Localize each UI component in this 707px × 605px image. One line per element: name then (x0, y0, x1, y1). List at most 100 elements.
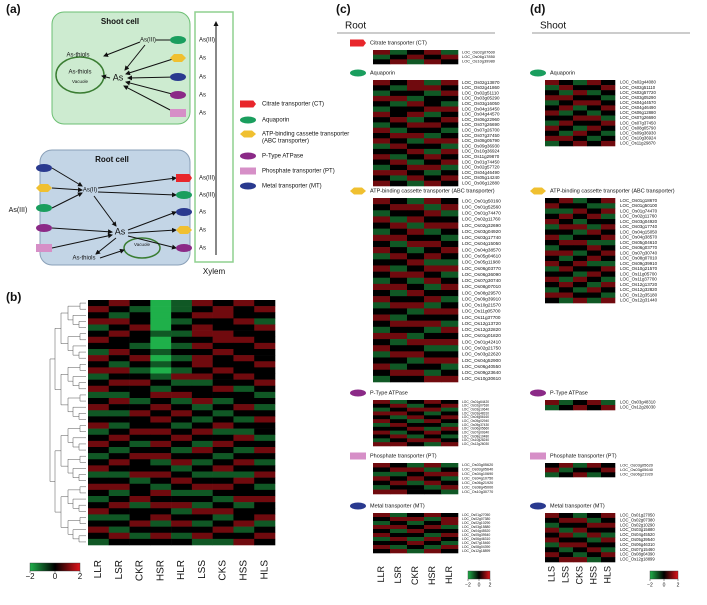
gene-label: LOC_Os06g36090 (462, 272, 501, 277)
gene-label: LOC_Os08g45000 (462, 485, 493, 489)
heat-cell (407, 159, 425, 166)
heat-cell (545, 245, 560, 251)
gene-label: LOC_Os08g04390 (620, 552, 655, 557)
heat-cell (545, 513, 560, 519)
output-label: As (199, 111, 206, 117)
heat-cell (545, 522, 560, 528)
gene-label: LOC_Os07g09340 (462, 430, 489, 434)
heat-cell (390, 442, 408, 447)
heat-cell (559, 255, 574, 262)
heat-cell (108, 367, 130, 374)
heat-cell (373, 296, 391, 303)
dendrogram (79, 333, 86, 341)
heat-cell (573, 463, 588, 468)
heat-cell (424, 271, 442, 279)
heat-cell (108, 416, 130, 423)
gene-label: LOC_Os01g42410 (462, 339, 501, 344)
heat-cell (233, 361, 255, 368)
gene-label: LOC_Os03g48310 (462, 411, 489, 415)
heat-cell (212, 367, 234, 374)
group-icon (350, 389, 366, 397)
heat-cell (390, 533, 408, 538)
heat-cell (129, 361, 151, 368)
heat-cell (171, 330, 193, 338)
heat-cell (407, 228, 425, 236)
heat-cell (88, 520, 110, 527)
heat-cell (390, 111, 408, 118)
gene-label: LOC_Os03g16050 (462, 101, 500, 106)
arrow (127, 235, 177, 250)
heat-cell (559, 250, 574, 257)
heat-cell (129, 508, 151, 515)
legend-label: (ABC transporter) (262, 139, 309, 145)
heat-cell (108, 312, 130, 319)
heat-cell (424, 127, 442, 134)
heat-cell (601, 90, 616, 96)
heat-cell (441, 228, 459, 236)
heat-cell (441, 345, 459, 352)
column-label: HLS (259, 560, 270, 580)
heat-cell (407, 480, 425, 486)
heat-cell (441, 525, 459, 530)
heat-cell (601, 213, 616, 220)
heat-cell (254, 324, 276, 331)
heat-cell (390, 419, 408, 424)
heat-cell (545, 255, 560, 262)
heat-cell (212, 385, 234, 393)
heat-cell (373, 411, 391, 416)
heat-cell (373, 463, 391, 468)
gene-label: LOC_Os07g30740 (462, 278, 501, 283)
heat-cell (545, 517, 560, 524)
heat-cell (441, 489, 459, 495)
heat-cell (150, 428, 172, 436)
heat-cell (150, 312, 172, 319)
heat-cell (601, 229, 616, 236)
gene-label: LOC_Os05g39540 (462, 533, 490, 537)
gene-label: LOC_Os12g18899 (462, 549, 490, 553)
heat-cell (390, 265, 408, 272)
heat-cell (441, 210, 459, 217)
heat-cell (171, 422, 193, 429)
heat-cell (424, 175, 442, 181)
heat-cell (129, 349, 151, 356)
key-tick-label: −2 (465, 582, 471, 588)
heat-cell (441, 159, 459, 166)
gene-label: LOC_Os06g17850 (462, 54, 496, 59)
gene-label: LOC_Os04g15050 (462, 241, 501, 246)
heat-cell (373, 198, 391, 205)
gene-label: LOC_Os09g39910 (462, 296, 501, 301)
heat-cell (212, 416, 234, 423)
heat-cell (441, 363, 459, 371)
heat-cell (150, 373, 172, 380)
heat-cell (587, 537, 602, 543)
heat-cell (545, 266, 560, 272)
key-tick-label: −2 (647, 582, 653, 588)
heat-cell (441, 127, 459, 134)
heat-cell (150, 306, 172, 313)
heat-cell (559, 110, 574, 116)
heat-cell (88, 447, 110, 454)
heat-cell (150, 447, 172, 454)
heat-cell (573, 287, 588, 293)
heat-cell (573, 527, 588, 533)
heat-cell (150, 349, 172, 356)
heat-cell (373, 308, 391, 315)
heat-cell (191, 342, 213, 350)
heat-cell (373, 434, 391, 439)
heat-cell (407, 308, 425, 315)
dendrogram (79, 486, 86, 494)
dendrogram (49, 358, 55, 482)
heat-cell (129, 379, 151, 387)
heat-cell (233, 306, 255, 313)
heat-cell (373, 271, 391, 279)
heat-cell (424, 154, 442, 160)
heat-cell (390, 154, 408, 160)
dendrogram (72, 498, 86, 509)
heat-cell (390, 521, 408, 526)
heat-cell (390, 106, 408, 113)
heat-cell (424, 476, 442, 482)
dendrogram (72, 406, 86, 417)
dendrogram (79, 517, 86, 524)
heat-cell (233, 349, 255, 356)
heat-cell (373, 290, 391, 297)
